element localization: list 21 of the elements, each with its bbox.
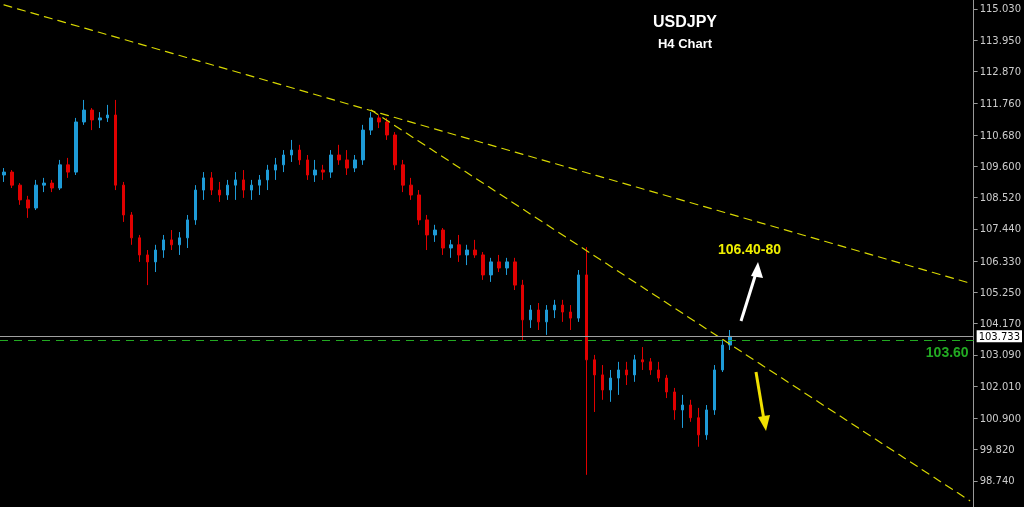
y-tick-label: 98.740	[979, 475, 1015, 487]
y-tick-label: 106.330	[979, 255, 1022, 267]
y-tick-label: 102.010	[979, 380, 1022, 392]
ref-line-label: 103.60	[925, 344, 969, 361]
y-tick-label: 104.170	[979, 318, 1022, 330]
y-tick-label: 109.600	[979, 160, 1022, 172]
y-tick-label: 107.440	[979, 223, 1022, 235]
y-tick-label: 103.090	[979, 349, 1022, 361]
y-tick-label: 105.250	[979, 286, 1022, 298]
text: H4 Chart	[657, 36, 713, 51]
y-tick-label: 115.030	[979, 3, 1022, 15]
annotation: 106.40-80	[718, 241, 782, 257]
text: USDJPY	[652, 12, 718, 30]
y-tick-label: 113.950	[979, 34, 1022, 46]
y-tick-label: 110.680	[979, 129, 1022, 141]
y-tick-label: 108.520	[979, 192, 1022, 204]
ref-line-label: 103.733	[978, 330, 1021, 342]
y-tick-label: 112.870	[979, 66, 1022, 78]
y-tick-label: 99.820	[979, 444, 1015, 456]
y-tick-label: 111.760	[979, 98, 1022, 110]
y-tick-label: 100.900	[979, 412, 1022, 424]
